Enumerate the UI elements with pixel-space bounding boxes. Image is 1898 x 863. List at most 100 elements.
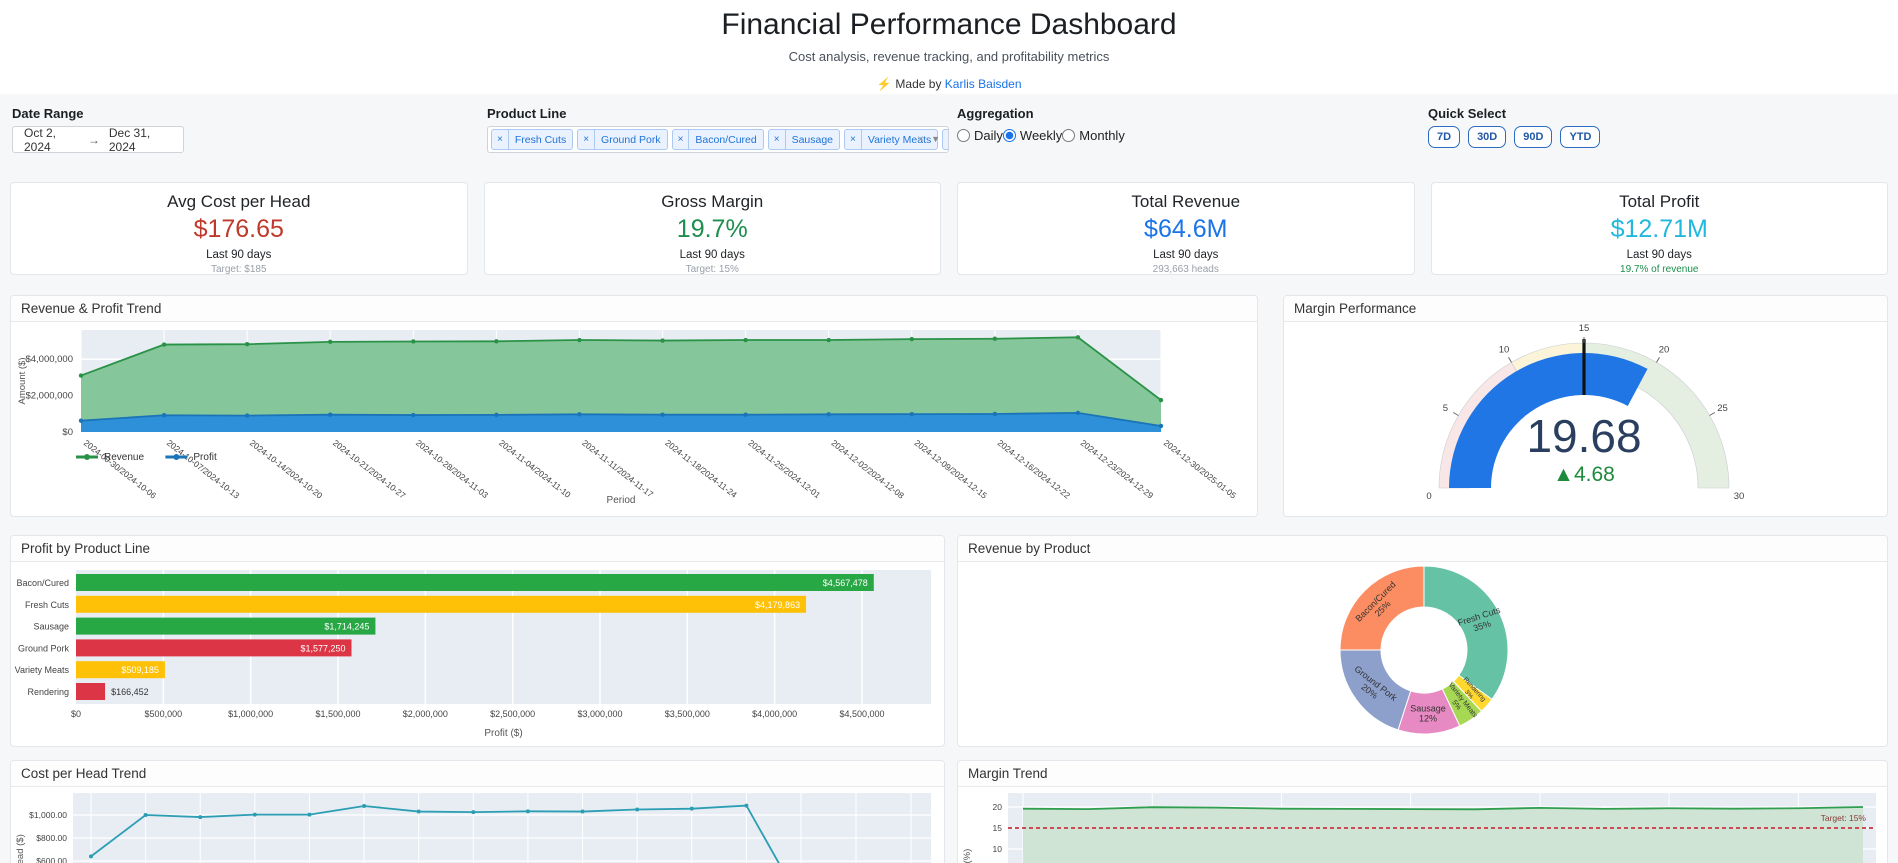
profit-point[interactable] bbox=[328, 412, 333, 417]
bar-variety-meats[interactable] bbox=[76, 661, 165, 679]
revenue-profit-chart[interactable]: $0 $2,000,000 $4,000,000 2024-09-30/2024-10… bbox=[11, 322, 1257, 512]
quick-select-30d[interactable]: 30D bbox=[1468, 126, 1507, 148]
bar-bacon-cured[interactable] bbox=[76, 574, 874, 591]
radio-icon[interactable] bbox=[1002, 129, 1016, 142]
chip-remove-icon[interactable]: × bbox=[943, 130, 948, 149]
profit-point[interactable] bbox=[1075, 410, 1081, 416]
aggregation-option-daily[interactable]: Daily bbox=[957, 128, 1003, 143]
category-label: Ground Pork bbox=[18, 643, 70, 653]
cost-point[interactable] bbox=[525, 809, 530, 814]
margin-trend-chart[interactable]: 5101520Target: 15%Margin (%) bbox=[958, 787, 1887, 863]
profit-point[interactable] bbox=[992, 411, 998, 417]
revenue-point[interactable] bbox=[660, 338, 665, 343]
aggregation-option-monthly[interactable]: Monthly bbox=[1062, 128, 1125, 143]
chevron-down-icon[interactable]: ▼ bbox=[931, 134, 940, 144]
profit-point[interactable] bbox=[161, 413, 167, 418]
pie-slice-bacon-cured[interactable] bbox=[1339, 565, 1425, 651]
revenue-point[interactable] bbox=[494, 339, 499, 344]
gauge-tick-label: 10 bbox=[1499, 344, 1510, 355]
cost-point[interactable] bbox=[744, 803, 749, 808]
cost-point[interactable] bbox=[252, 812, 257, 817]
bar-sausage[interactable] bbox=[76, 617, 376, 635]
product-chip-list: × Fresh Cuts × Ground Pork × Bacon/Cured × Saus… bbox=[491, 129, 948, 150]
cost-per-head-chart[interactable]: $400.00$600.00$800.00$1,000.00Cost per H… bbox=[11, 787, 944, 863]
date-range-input[interactable]: Oct 2, 2024 → Dec 31, 2024 bbox=[12, 126, 184, 154]
quick-select-90d[interactable]: 90D bbox=[1514, 126, 1553, 148]
x-tick-label: $3,000,000 bbox=[577, 709, 622, 719]
product-chip[interactable]: ×Rendering bbox=[942, 129, 948, 150]
chip-remove-icon[interactable]: × bbox=[845, 130, 862, 149]
cost-point[interactable] bbox=[580, 809, 585, 814]
profit-point[interactable] bbox=[826, 412, 831, 417]
chip-remove-icon[interactable]: × bbox=[673, 130, 690, 149]
cost-point[interactable] bbox=[89, 854, 93, 859]
product-multiselect[interactable]: × Fresh Cuts × Ground Pork × Bacon/Cured × Saus… bbox=[487, 126, 949, 153]
revenue-point[interactable] bbox=[826, 337, 831, 343]
cost-point[interactable] bbox=[471, 810, 476, 815]
product-chip[interactable]: × Bacon/Cured bbox=[671, 129, 764, 150]
kpi-note-0: Target: $185 bbox=[210, 264, 267, 275]
clear-icon[interactable]: × bbox=[916, 132, 924, 146]
revenue-point[interactable] bbox=[244, 342, 250, 347]
profit-point[interactable] bbox=[78, 418, 84, 423]
x-axis-title: Profit ($) bbox=[484, 728, 522, 739]
cost-point[interactable] bbox=[198, 815, 203, 820]
cost-point[interactable] bbox=[635, 807, 640, 812]
chip-remove-icon[interactable]: × bbox=[769, 130, 786, 149]
product-chip[interactable]: × Ground Pork bbox=[577, 129, 668, 150]
margin-gauge-chart[interactable]: 0 5 10 15 20 25 30 19.68▲4.68 bbox=[1284, 322, 1887, 512]
kpi-title-2: Total Revenue bbox=[1131, 192, 1241, 211]
panel-title: Margin Trend bbox=[958, 761, 1887, 787]
cost-point[interactable] bbox=[307, 812, 312, 817]
product-chip[interactable]: × Fresh Cuts bbox=[491, 129, 574, 150]
profit-point[interactable] bbox=[660, 412, 665, 417]
legend-label[interactable]: Profit bbox=[193, 452, 217, 463]
revenue-point[interactable] bbox=[78, 373, 84, 378]
product-chip[interactable]: × Variety Meats bbox=[844, 129, 939, 150]
quick-select-ytd[interactable]: YTD bbox=[1560, 126, 1601, 148]
made-by-link[interactable]: Karlis Baisden bbox=[944, 77, 1022, 91]
legend-label[interactable]: Revenue bbox=[104, 452, 144, 463]
revenue-point[interactable] bbox=[1075, 335, 1081, 340]
x-tick-label: $0 bbox=[71, 709, 81, 719]
revenue-point[interactable] bbox=[743, 337, 748, 343]
profit-point[interactable] bbox=[494, 412, 499, 418]
revenue-point[interactable] bbox=[1158, 397, 1164, 403]
quick-select-group: Quick Select 7D 30D 90D YTD bbox=[1428, 106, 1601, 148]
kpi-title-1: Gross Margin bbox=[661, 192, 764, 211]
revenue-point[interactable] bbox=[577, 337, 582, 343]
profit-bar-chart[interactable]: $0 $500,000 $1,000,000 $1,500,000 $2,000,000… bbox=[11, 562, 944, 742]
chip-remove-icon[interactable]: × bbox=[578, 130, 596, 149]
bar-fresh-cuts[interactable] bbox=[76, 595, 807, 613]
radio-icon[interactable] bbox=[957, 129, 970, 142]
cost-point[interactable] bbox=[689, 806, 694, 811]
bar-rendering[interactable] bbox=[76, 683, 106, 700]
product-chip-label: Sausage bbox=[791, 133, 834, 146]
profit-point[interactable] bbox=[411, 412, 416, 418]
profit-point[interactable] bbox=[909, 411, 914, 417]
chip-remove-icon[interactable]: × bbox=[492, 130, 509, 149]
cost-point[interactable] bbox=[416, 809, 421, 814]
cost-point[interactable] bbox=[143, 813, 148, 817]
revenue-point[interactable] bbox=[161, 342, 167, 347]
product-chip[interactable]: × Sausage bbox=[767, 129, 841, 150]
revenue-point[interactable] bbox=[328, 339, 333, 345]
pie-slice-fresh-cuts[interactable] bbox=[1423, 565, 1509, 701]
revenue-point[interactable] bbox=[909, 336, 914, 342]
bar-ground-pork[interactable] bbox=[76, 639, 352, 657]
quick-select-7d[interactable]: 7D bbox=[1428, 126, 1461, 148]
revenue-point[interactable] bbox=[992, 336, 998, 341]
gauge-bar[interactable] bbox=[1449, 353, 1648, 488]
cost-point[interactable] bbox=[362, 804, 367, 809]
page-header: Financial Performance Dashboard Cost ana… bbox=[0, 0, 1898, 94]
profit-point[interactable] bbox=[1158, 423, 1164, 429]
profit-point[interactable] bbox=[577, 412, 582, 417]
aggregation-option-weekly[interactable]: Weekly bbox=[1002, 128, 1062, 143]
radio-icon[interactable] bbox=[1062, 129, 1076, 142]
revenue-point[interactable] bbox=[411, 339, 416, 344]
revenue-donut-chart[interactable]: Fresh Cuts35%Rendering3%Variety Meats5%S… bbox=[958, 562, 1887, 742]
profit-point[interactable] bbox=[244, 413, 250, 418]
profit-point[interactable] bbox=[743, 412, 748, 417]
quick-select-buttons: 7D 30D 90D YTD bbox=[1428, 126, 1601, 148]
gauge-tick-label: 0 bbox=[1426, 491, 1431, 502]
